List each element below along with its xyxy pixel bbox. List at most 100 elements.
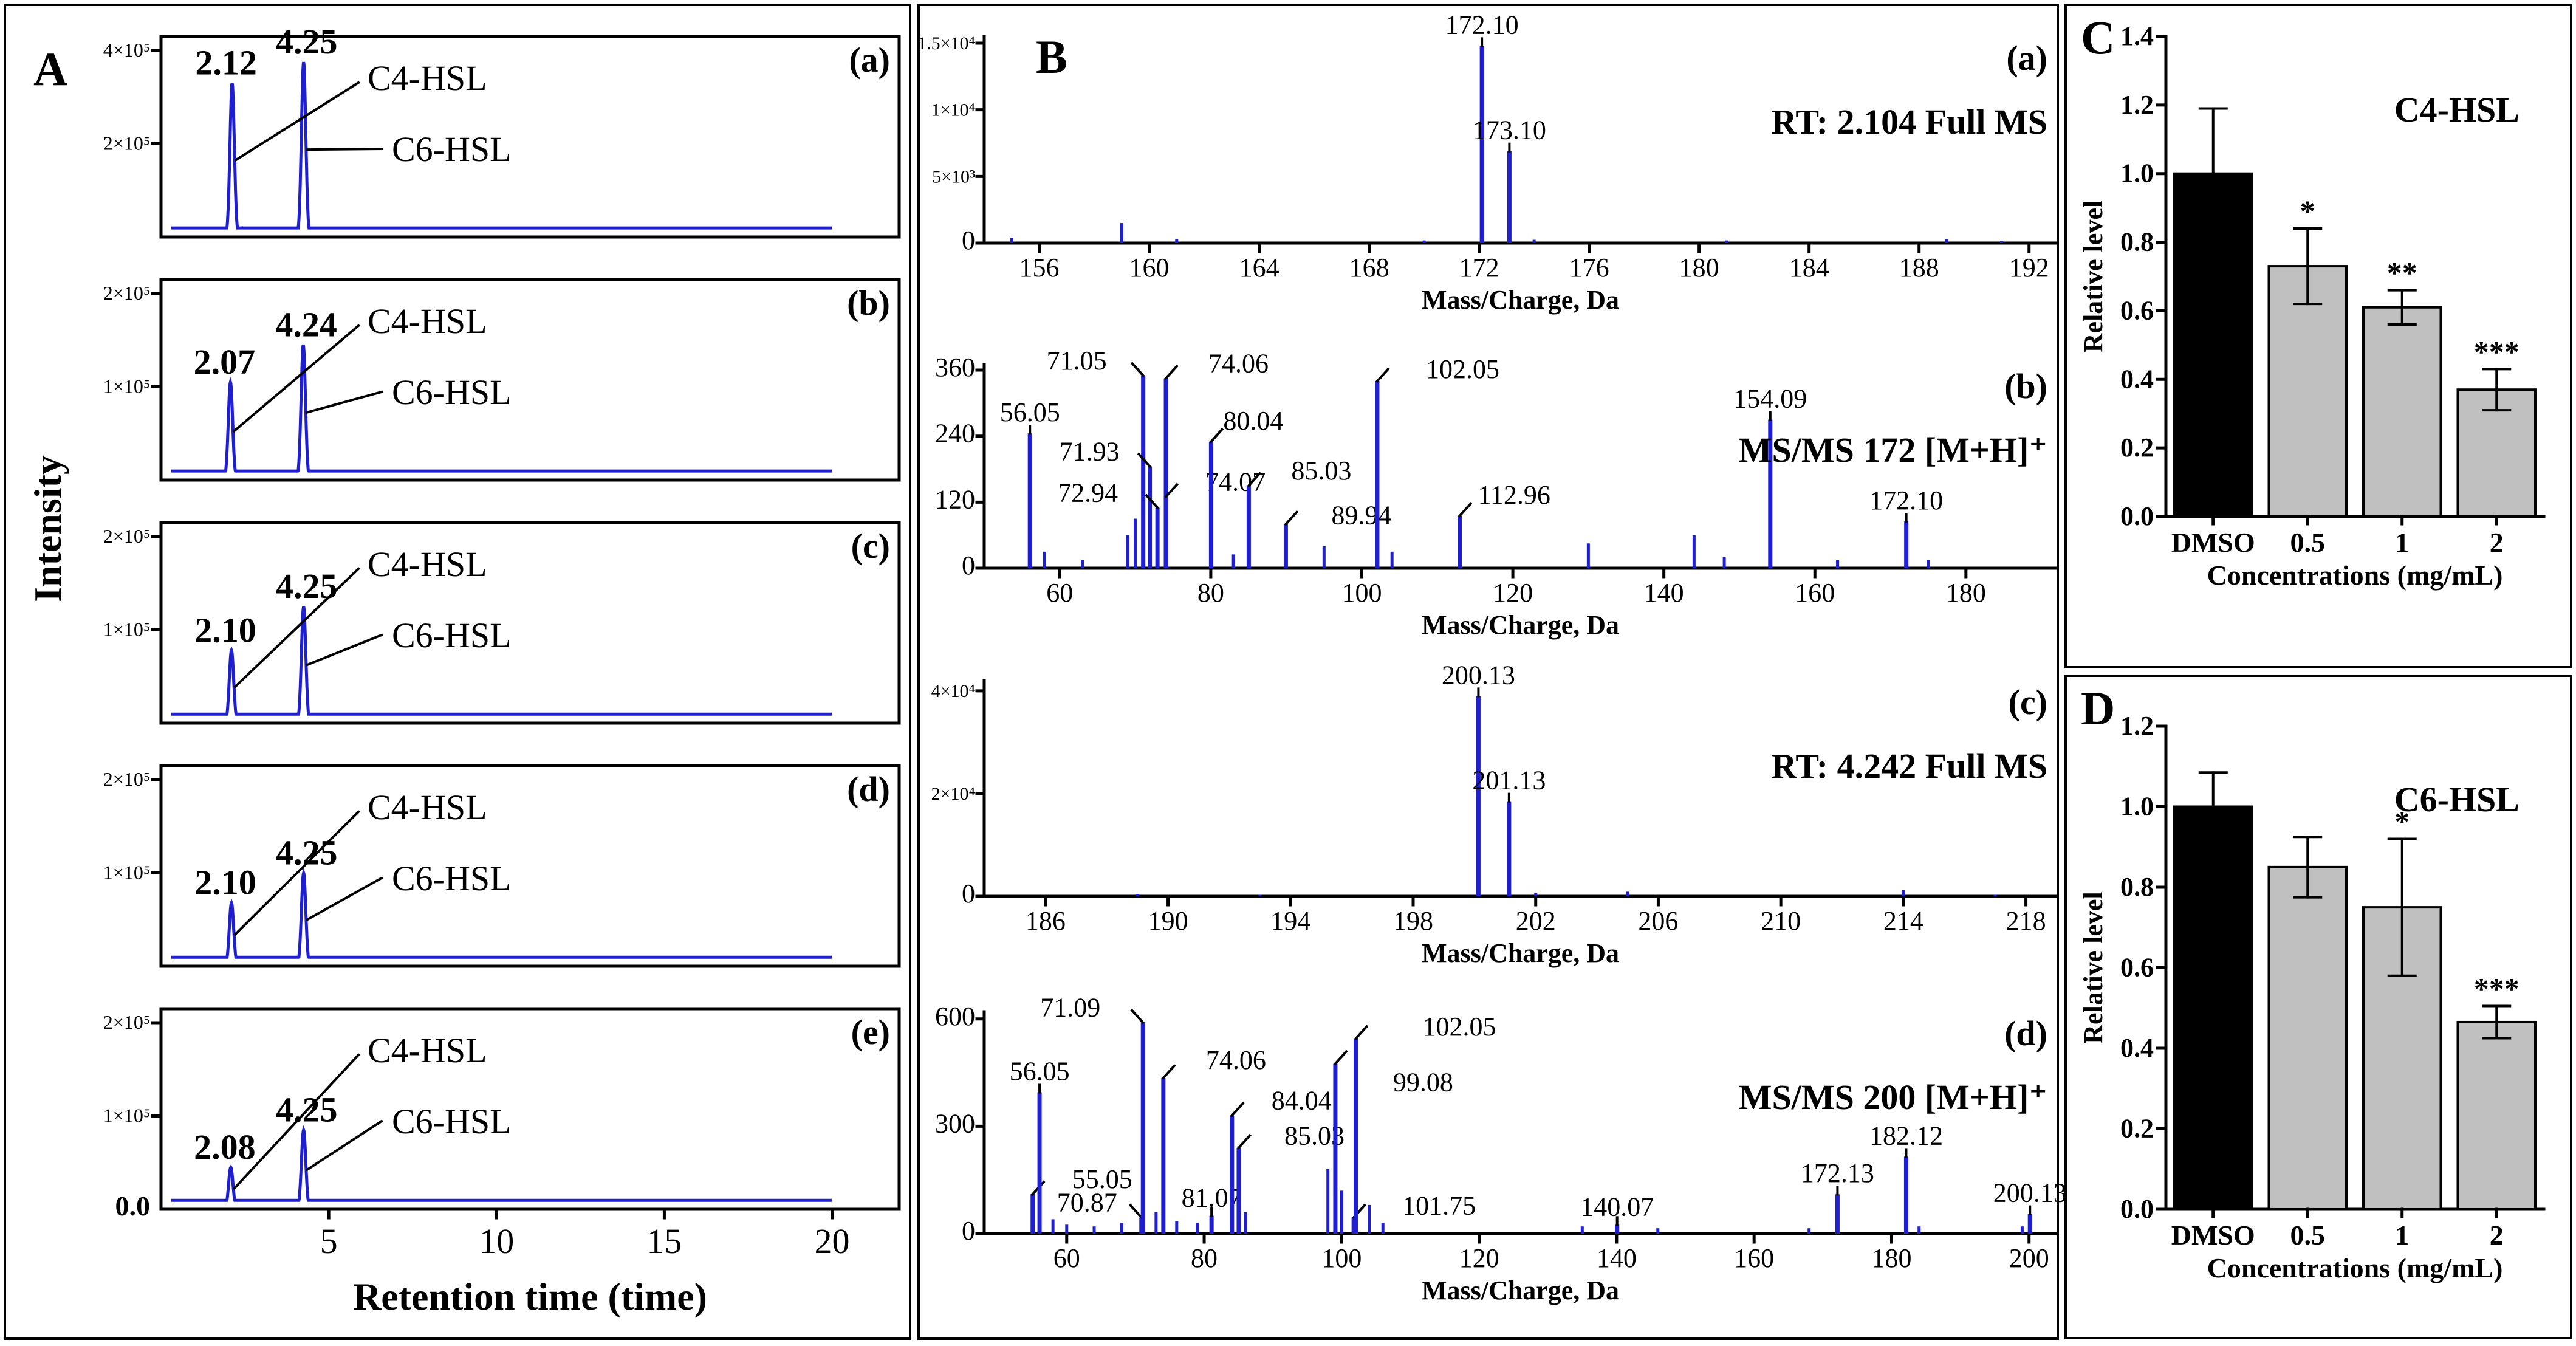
y-tick-label: 1×10⁵	[103, 619, 150, 640]
x-tick-label: 188	[1899, 253, 1939, 283]
peak-mz-label: 56.05	[1010, 1056, 1070, 1086]
peak-mz-label: 182.12	[1869, 1121, 1943, 1150]
c6-hsl-label: C6-HSL	[392, 859, 512, 898]
peak-mz-label: 172.10	[1869, 486, 1943, 515]
x-tick-label: 180	[1871, 1243, 1911, 1273]
x-tick-label: 180	[1679, 253, 1719, 283]
x-tick-label: 60	[1053, 1243, 1080, 1273]
category-label: 0.5	[2290, 527, 2326, 558]
significance-marker: *	[2394, 805, 2410, 839]
peak-rt-label: 4.25	[276, 22, 338, 61]
y-tick-label: 1×10⁵	[103, 1105, 150, 1127]
y-tick-label: 1.0	[2120, 792, 2154, 822]
x-tick-label: 214	[1883, 906, 1923, 936]
peak-mz-label: 89.94	[1331, 501, 1391, 531]
x-tick-label: 120	[1459, 1243, 1499, 1273]
c6-hsl-label: C6-HSL	[392, 373, 512, 412]
x-tick-label: 168	[1349, 253, 1389, 283]
subplot-label: (a)	[849, 40, 890, 80]
peak-label-leader	[1128, 1203, 1143, 1220]
x-tick-label: 80	[1191, 1243, 1218, 1273]
bar	[2173, 805, 2253, 1210]
y-tick-label: 1.0	[2120, 159, 2154, 188]
significance-marker: **	[2387, 256, 2417, 290]
peak-label-leader	[1354, 1025, 1369, 1040]
peak-mz-label: 80.04	[1223, 406, 1283, 436]
y-tick-label: 0.8	[2120, 227, 2154, 257]
bar-chart-title: C6-HSL	[2394, 780, 2519, 819]
c6-leader-line	[305, 876, 383, 921]
spectrum-title: RT: 4.242 Full MS	[1772, 746, 2047, 786]
panel-b-letter: B	[1036, 30, 1067, 83]
significance-marker: ***	[2474, 334, 2519, 368]
x-tick-label: 80	[1197, 578, 1224, 608]
peak-mz-label: 99.08	[1393, 1067, 1453, 1097]
peak-label-leader	[1145, 493, 1159, 510]
chromatogram-3: 1×10⁵ 2×10⁵ 2.10 4.25 C4-HSL C6-HSL (c)	[103, 521, 901, 725]
category-label: 2	[2490, 1220, 2504, 1251]
c4-hsl-label: C4-HSL	[368, 58, 487, 98]
y-tick-label: 2×10⁵	[103, 282, 150, 304]
y-tick-label: 1×10⁵	[103, 376, 150, 397]
category-label: 1	[2395, 527, 2409, 558]
chromatogram-trace	[171, 344, 832, 473]
c4-leader-line	[234, 81, 360, 162]
peak-mz-label: 56.05	[1000, 397, 1060, 427]
x-tick-label: 210	[1761, 906, 1801, 936]
spectrum-2: 0 120 240 360 60 80 100 120 140 160 180 Mass/Charge…	[935, 346, 2058, 640]
x-tick-label: 140	[1597, 1243, 1637, 1273]
peak-label-leader	[1237, 1133, 1252, 1150]
peak-rt-label: 4.25	[276, 566, 338, 606]
y-tick-label: 2×10⁴	[931, 784, 975, 804]
y-tick-label: 1.2	[2120, 90, 2154, 120]
peak-mz-label: 201.13	[1472, 766, 1546, 795]
peak-label-leader	[1458, 502, 1473, 518]
x-tick-label: 218	[2006, 906, 2046, 936]
x-tick-label: 20	[815, 1221, 850, 1261]
x-tick-label: 190	[1148, 906, 1188, 936]
category-label: DMSO	[2171, 527, 2255, 558]
peak-label-leader	[1130, 362, 1145, 377]
c4-leader-line	[233, 810, 360, 936]
peak-rt-label: 4.25	[276, 833, 338, 873]
subplot-label: (c)	[2009, 682, 2047, 722]
x-tick-label: 160	[1734, 1243, 1774, 1273]
significance-marker: ***	[2474, 971, 2519, 1005]
y-tick-label: 600	[935, 1001, 975, 1031]
c4-hsl-label: C4-HSL	[368, 788, 487, 827]
y-tick-label: 0.6	[2120, 953, 2154, 983]
c4-hsl-label: C4-HSL	[368, 544, 487, 584]
peak-mz-label: 71.05	[1047, 346, 1107, 376]
y-tick-label: 360	[935, 352, 975, 382]
peak-label-leader	[1164, 364, 1179, 380]
peak-rt-label: 2.10	[194, 610, 256, 650]
bar	[2267, 865, 2348, 1210]
subplot-label: (a)	[2006, 38, 2047, 78]
c6-leader-line	[305, 390, 383, 414]
y-tick-label: 0	[962, 225, 975, 255]
panel-b-frame	[917, 4, 2059, 1340]
y-tick-label: 1.4	[2120, 21, 2154, 51]
y-tick-label: 0.8	[2120, 872, 2154, 902]
spectrum-4: 0 300 600 60 80 100 120 140 160 180 200 Mass/Charge…	[935, 993, 2067, 1305]
panel-a-letter: A	[33, 43, 67, 95]
subplot-label: (d)	[847, 769, 890, 809]
x-tick-label: 184	[1789, 253, 1829, 283]
y-tick-label: 4×10⁴	[931, 681, 975, 701]
y-tick-label: 0.6	[2120, 295, 2154, 325]
peak-mz-label: 200.13	[1442, 660, 1515, 690]
peak-mz-label: 200.13	[1993, 1178, 2067, 1208]
panel-d-frame	[2064, 675, 2572, 1339]
x-tick-label: 100	[1341, 578, 1382, 608]
peak-label-leader	[1209, 427, 1224, 444]
chromatogram-4: 1×10⁵ 2×10⁵ 2.10 4.25 C4-HSL C6-HSL (d)	[103, 764, 901, 968]
y-tick-label: 120	[935, 484, 975, 514]
y-tick-label: 2×10⁵	[103, 1011, 150, 1033]
c4-leader-line	[232, 324, 360, 433]
y-tick-label: 2×10⁵	[103, 768, 150, 790]
y-zero-label: 0.0	[115, 1190, 151, 1221]
peak-mz-label: 74.07	[1205, 467, 1266, 496]
x-tick-label: 202	[1516, 906, 1556, 936]
